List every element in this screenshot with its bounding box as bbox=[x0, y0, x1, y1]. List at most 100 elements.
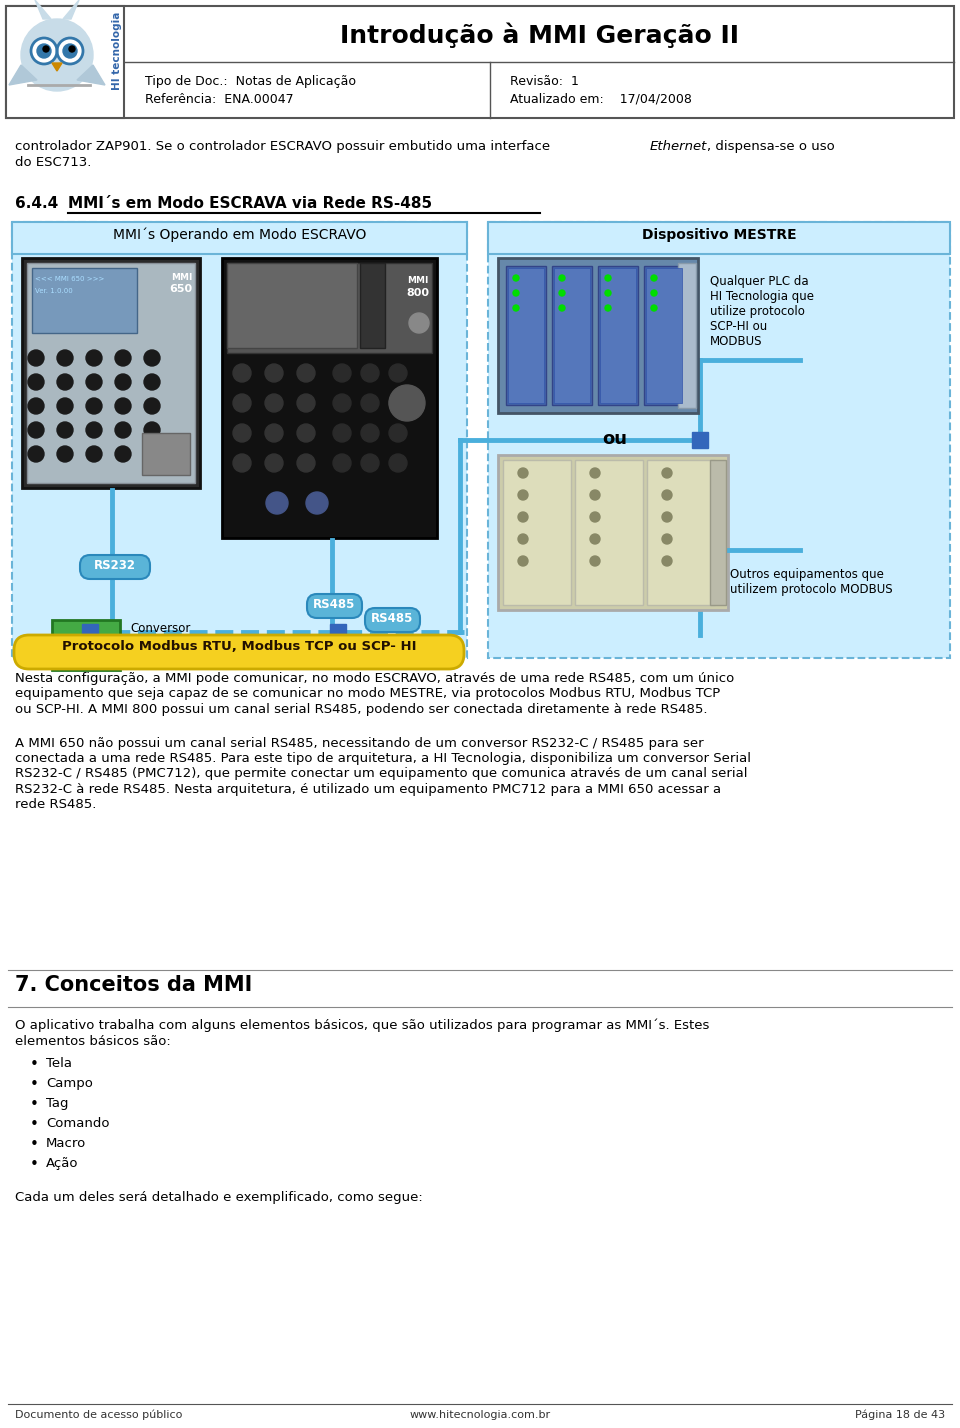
Text: Comando: Comando bbox=[46, 1117, 109, 1130]
Circle shape bbox=[144, 423, 160, 438]
Circle shape bbox=[86, 374, 102, 390]
Circle shape bbox=[57, 350, 73, 366]
Circle shape bbox=[144, 350, 160, 366]
Text: •: • bbox=[30, 1057, 38, 1072]
Text: •: • bbox=[30, 1117, 38, 1132]
Text: Protocolo Modbus RTU, Modbus TCP ou SCP- HI: Protocolo Modbus RTU, Modbus TCP ou SCP-… bbox=[61, 640, 417, 653]
Circle shape bbox=[590, 534, 600, 544]
Circle shape bbox=[297, 364, 315, 383]
Bar bbox=[552, 266, 592, 406]
FancyBboxPatch shape bbox=[365, 608, 420, 633]
Circle shape bbox=[37, 44, 51, 59]
Circle shape bbox=[265, 364, 283, 383]
Bar bbox=[488, 221, 950, 254]
Circle shape bbox=[559, 306, 565, 311]
Bar bbox=[52, 620, 120, 670]
Text: elementos básicos são:: elementos básicos são: bbox=[15, 1035, 171, 1048]
Circle shape bbox=[513, 276, 519, 281]
Text: ou SCP-HI. A MMI 800 possui um canal serial RS485, podendo ser conectada diretam: ou SCP-HI. A MMI 800 possui um canal ser… bbox=[15, 703, 708, 715]
Bar bbox=[498, 258, 698, 413]
Circle shape bbox=[651, 290, 657, 296]
Text: controlador ZAP901. Se o controlador ESCRAVO possuir embutido uma interface: controlador ZAP901. Se o controlador ESC… bbox=[15, 140, 554, 153]
Text: Nesta configuração, a MMI pode comunicar, no modo ESCRAVO, através de uma rede R: Nesta configuração, a MMI pode comunicar… bbox=[15, 673, 734, 685]
Text: Atualizado em:    17/04/2008: Atualizado em: 17/04/2008 bbox=[510, 93, 692, 106]
Text: RS485: RS485 bbox=[313, 598, 355, 611]
Circle shape bbox=[590, 490, 600, 500]
Text: Ethernet: Ethernet bbox=[650, 140, 708, 153]
Bar bbox=[227, 263, 432, 353]
Text: MMI: MMI bbox=[171, 273, 192, 281]
Circle shape bbox=[651, 276, 657, 281]
Circle shape bbox=[297, 424, 315, 443]
Circle shape bbox=[605, 276, 611, 281]
Text: RS232-C à rede RS485. Nesta arquitetura, é utilizado um equipamento PMC712 para : RS232-C à rede RS485. Nesta arquitetura,… bbox=[15, 783, 721, 795]
Polygon shape bbox=[63, 0, 79, 19]
Bar bbox=[6, 6, 124, 119]
Text: Documento de acesso público: Documento de acesso público bbox=[15, 1409, 182, 1421]
Bar bbox=[22, 258, 200, 488]
Polygon shape bbox=[9, 66, 37, 86]
Circle shape bbox=[389, 454, 407, 473]
Text: RS232: RS232 bbox=[94, 558, 136, 573]
Circle shape bbox=[361, 454, 379, 473]
Circle shape bbox=[69, 46, 75, 51]
Bar bbox=[360, 263, 385, 348]
Circle shape bbox=[605, 306, 611, 311]
Bar bbox=[6, 6, 954, 119]
Bar bbox=[506, 266, 546, 406]
Circle shape bbox=[333, 424, 351, 443]
Circle shape bbox=[57, 39, 83, 64]
Bar bbox=[488, 221, 950, 658]
Text: 6.4.4: 6.4.4 bbox=[15, 196, 59, 211]
Text: Tela: Tela bbox=[46, 1057, 72, 1070]
Circle shape bbox=[297, 454, 315, 473]
Circle shape bbox=[31, 39, 57, 64]
Circle shape bbox=[233, 454, 251, 473]
Circle shape bbox=[333, 394, 351, 413]
Text: Campo: Campo bbox=[46, 1077, 93, 1090]
Bar bbox=[142, 433, 190, 476]
Circle shape bbox=[389, 364, 407, 383]
Bar bbox=[575, 460, 643, 605]
Circle shape bbox=[144, 398, 160, 414]
Text: RS232-C / RS485 (PMC712), que permite conectar um equipamento que comunica atrav: RS232-C / RS485 (PMC712), que permite co… bbox=[15, 767, 748, 781]
Circle shape bbox=[409, 313, 429, 333]
Circle shape bbox=[559, 290, 565, 296]
FancyBboxPatch shape bbox=[307, 594, 362, 618]
Bar bbox=[498, 456, 728, 610]
Circle shape bbox=[361, 364, 379, 383]
Polygon shape bbox=[77, 66, 105, 86]
Text: 7. Conceitos da MMI: 7. Conceitos da MMI bbox=[15, 975, 252, 995]
FancyBboxPatch shape bbox=[14, 635, 464, 668]
Text: 800: 800 bbox=[406, 288, 429, 298]
Text: conectada a uma rede RS485. Para este tipo de arquitetura, a HI Tecnologia, disp: conectada a uma rede RS485. Para este ti… bbox=[15, 753, 751, 765]
Text: MMI´s Operando em Modo ESCRAVO: MMI´s Operando em Modo ESCRAVO bbox=[113, 228, 367, 243]
Circle shape bbox=[518, 468, 528, 478]
Circle shape bbox=[306, 493, 328, 514]
Bar bbox=[554, 268, 590, 403]
Circle shape bbox=[115, 350, 131, 366]
Circle shape bbox=[662, 490, 672, 500]
Circle shape bbox=[297, 394, 315, 413]
Circle shape bbox=[28, 374, 44, 390]
Bar bbox=[644, 266, 684, 406]
Circle shape bbox=[518, 490, 528, 500]
Text: Cada um deles será detalhado e exemplificado, como segue:: Cada um deles será detalhado e exemplifi… bbox=[15, 1191, 422, 1204]
Bar bbox=[710, 460, 726, 605]
Circle shape bbox=[590, 513, 600, 523]
Bar bbox=[12, 221, 467, 658]
Polygon shape bbox=[52, 63, 62, 71]
Bar bbox=[600, 268, 636, 403]
Circle shape bbox=[333, 364, 351, 383]
Circle shape bbox=[590, 468, 600, 478]
Text: equipamento que seja capaz de se comunicar no modo MESTRE, via protocolos Modbus: equipamento que seja capaz de se comunic… bbox=[15, 687, 720, 701]
Text: <<< MMI 650 >>>: <<< MMI 650 >>> bbox=[35, 276, 105, 281]
Text: rede RS485.: rede RS485. bbox=[15, 798, 96, 811]
Circle shape bbox=[265, 394, 283, 413]
Circle shape bbox=[662, 513, 672, 523]
Circle shape bbox=[559, 276, 565, 281]
Text: MMI: MMI bbox=[408, 276, 429, 286]
Text: ou: ou bbox=[603, 430, 628, 448]
Circle shape bbox=[21, 19, 93, 91]
Circle shape bbox=[513, 290, 519, 296]
